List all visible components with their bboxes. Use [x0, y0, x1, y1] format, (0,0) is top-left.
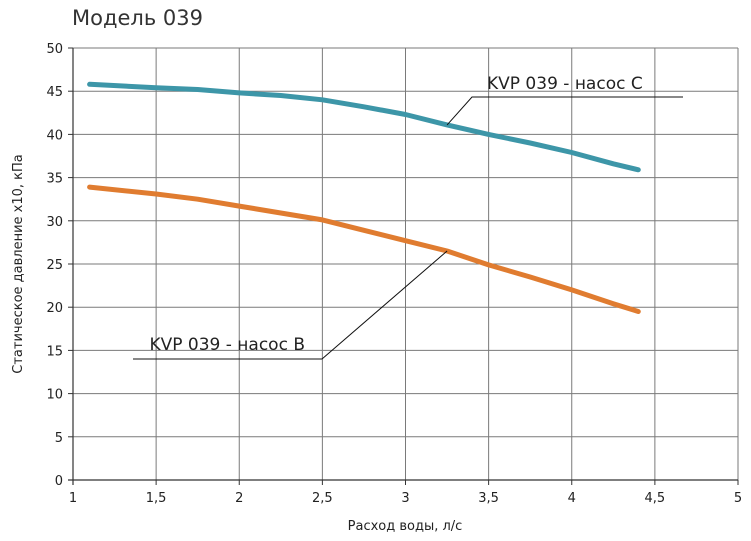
y-tick-label: 5 — [55, 431, 63, 446]
y-tick-label: 10 — [46, 388, 63, 403]
series-callout-label: KVP 039 - насос C — [487, 74, 643, 94]
x-tick-label: 1 — [69, 491, 77, 506]
x-tick-label: 3,5 — [478, 491, 499, 506]
y-axis-label: Статическое давление х10, кПа — [11, 154, 26, 374]
callouts: KVP 039 - насос C KVP 039 - насос B — [133, 74, 683, 360]
series-callout-label: KVP 039 - насос B — [149, 335, 305, 355]
y-tick-label: 30 — [46, 215, 63, 230]
y-tick-label: 15 — [46, 344, 63, 359]
x-tick-label: 4 — [568, 491, 576, 506]
x-tick-label: 5 — [734, 491, 742, 506]
x-axis-label: Расход воды, л/с — [348, 519, 463, 534]
y-tick-label: 20 — [46, 301, 63, 316]
series-line-2 — [87, 184, 641, 314]
callout-leader-line — [133, 250, 448, 360]
series-lines — [87, 81, 641, 314]
y-tick-label: 45 — [46, 85, 63, 100]
y-tick-labels: 0 5 10 15 20 25 30 35 40 45 50 — [46, 42, 63, 489]
x-tick-label: 4,5 — [645, 491, 666, 506]
y-tick-label: 35 — [46, 172, 63, 187]
x-tick-label: 1,5 — [146, 491, 167, 506]
axes — [68, 47, 739, 485]
y-tick-label: 0 — [55, 474, 63, 489]
y-tick-label: 25 — [46, 258, 63, 273]
series-line-1 — [87, 81, 641, 173]
y-tick-label: 40 — [46, 128, 63, 143]
x-tick-label: 2,5 — [312, 491, 333, 506]
y-tick-label: 50 — [46, 42, 63, 57]
chart-title: Модель 039 — [72, 6, 203, 30]
x-tick-label: 2 — [235, 491, 243, 506]
callout-leader-line — [446, 96, 683, 126]
x-tick-label: 3 — [401, 491, 409, 506]
x-tick-labels: 1 1,5 2 2,5 3 3,5 4 4,5 5 — [69, 491, 742, 506]
